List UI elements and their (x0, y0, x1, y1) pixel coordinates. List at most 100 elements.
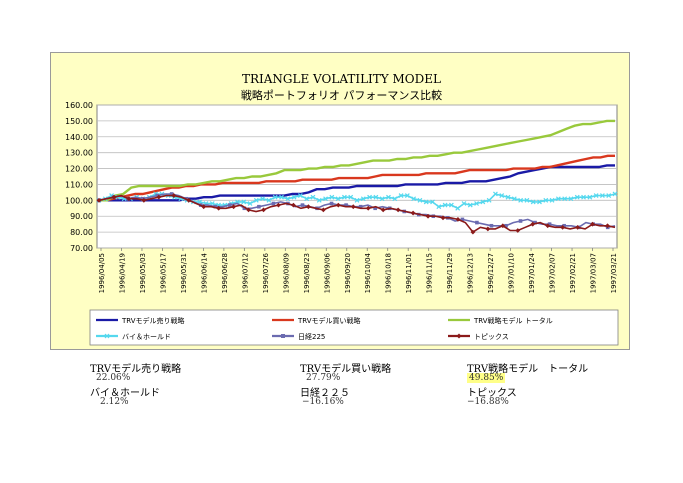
data-point (111, 194, 117, 200)
data-point (533, 220, 537, 225)
x-tick-label: 1996/09/20 (344, 253, 352, 293)
data-point (423, 199, 429, 205)
summary-label-topix: トピックス (467, 388, 517, 399)
data-point (587, 194, 593, 200)
data-point (260, 196, 266, 202)
legend-marker (104, 333, 110, 339)
data-point (367, 194, 373, 200)
data-point (329, 201, 334, 206)
x-tick-label: 1996/07/12 (241, 253, 249, 293)
plot-area (96, 104, 618, 249)
data-point (547, 222, 552, 226)
data-point (475, 220, 479, 225)
data-point (460, 217, 465, 222)
data-point (126, 196, 132, 202)
data-point (511, 196, 517, 202)
data-point (442, 202, 448, 208)
summary-value-nikkei: −16.16% (302, 397, 344, 407)
y-tick-label: 70.00 (70, 244, 93, 253)
data-point (291, 194, 297, 200)
summary-value-sell: 22.06% (96, 373, 131, 383)
data-point (271, 201, 276, 206)
x-tick-label: 1997/01/10 (508, 253, 516, 293)
data-point (171, 193, 177, 198)
x-tick-label: 1996/08/09 (282, 253, 290, 293)
summary-value-topix: −16.88% (467, 397, 509, 407)
x-tick-label: 1996/08/23 (303, 253, 311, 293)
chart-title: TRIANGLE VOLATILITY MODEL (241, 72, 441, 86)
data-point (395, 207, 401, 213)
data-point (493, 191, 498, 197)
data-point (141, 197, 147, 203)
summary-value-total-text: 49.85% (467, 373, 506, 383)
x-tick-label: 1996/05/17 (159, 253, 167, 293)
x-tick-label: 1996/06/28 (221, 253, 229, 293)
data-point (504, 223, 508, 228)
data-point (201, 204, 207, 210)
data-point (440, 215, 446, 221)
data-point (246, 207, 251, 213)
data-point (549, 197, 555, 203)
summary-label-sell: TRVモデル売り戦略 (90, 364, 182, 375)
series-line (99, 119, 615, 202)
data-point (543, 197, 549, 203)
data-point (216, 205, 222, 211)
data-point (411, 196, 417, 202)
data-point (505, 194, 511, 200)
data-point (410, 210, 416, 216)
legend-marker (456, 333, 462, 339)
data-point (186, 197, 192, 203)
summary-value-buyhold: 2.12% (100, 397, 129, 407)
data-point (430, 199, 435, 205)
data-point (373, 206, 377, 211)
data-point (581, 194, 586, 200)
data-point (545, 223, 551, 229)
x-tick-label: 1996/06/14 (200, 252, 208, 293)
data-point (209, 201, 215, 206)
x-tick-label: 1997/02/21 (569, 253, 577, 293)
data-point (599, 193, 605, 198)
data-point (310, 194, 316, 200)
data-point (590, 221, 595, 227)
series-line (98, 194, 616, 234)
data-point (323, 196, 328, 202)
data-point (380, 207, 386, 213)
data-point (266, 197, 272, 203)
y-tick-label: 100.00 (65, 196, 93, 205)
y-tick-label: 160.00 (65, 101, 93, 110)
data-point (341, 194, 347, 200)
data-point (297, 193, 303, 198)
data-point (354, 197, 360, 203)
data-point (213, 204, 218, 209)
data-point (358, 204, 363, 209)
legend-marker (281, 334, 285, 338)
y-tick-label: 120.00 (65, 165, 93, 174)
x-tick-label: 1996/12/27 (487, 253, 495, 293)
data-point (228, 203, 232, 207)
x-tick-label: 1996/07/26 (262, 252, 270, 293)
data-point (467, 202, 473, 208)
data-point (360, 196, 366, 202)
data-point (320, 207, 326, 213)
data-point (417, 197, 423, 203)
x-tick-label: 1996/04/05 (98, 253, 106, 293)
x-tick-label: 1996/04/19 (118, 253, 126, 293)
legend-box (89, 309, 619, 346)
data-point (524, 197, 530, 203)
data-point (365, 205, 371, 211)
data-point (448, 202, 454, 208)
data-point (612, 191, 618, 197)
data-point (300, 203, 305, 207)
data-point (518, 197, 524, 203)
data-point (474, 201, 479, 206)
x-tick-label: 1997/02/07 (549, 253, 557, 293)
data-point (606, 193, 612, 198)
data-point (562, 223, 566, 228)
data-point (470, 229, 476, 235)
data-point (304, 196, 310, 202)
data-point (500, 223, 506, 229)
data-point (379, 196, 385, 202)
data-point (386, 194, 391, 200)
data-point (373, 194, 379, 200)
